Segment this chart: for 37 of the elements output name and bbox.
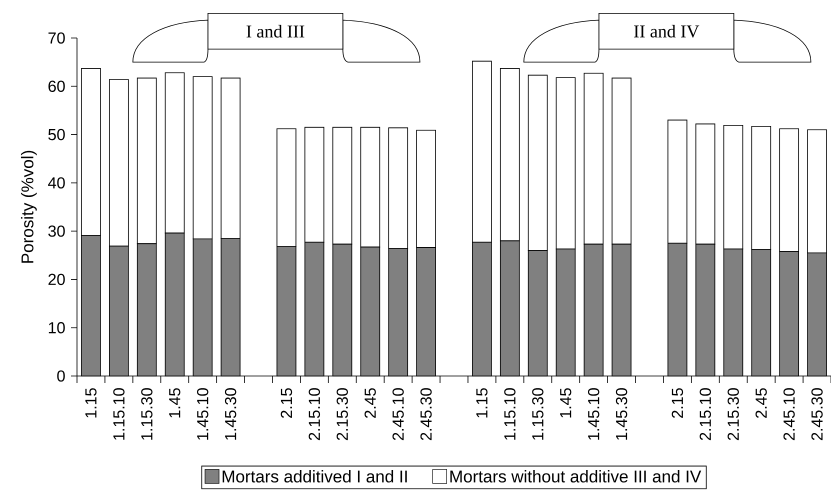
x-tick-label: 2.15.10 <box>308 388 320 440</box>
x-tick-label: 2.45.30 <box>420 388 432 440</box>
x-tick-label: 1.15 <box>476 388 488 418</box>
y-tick-label: 0 <box>57 370 65 382</box>
x-tick-label: 2.15.10 <box>700 388 712 440</box>
x-tick-label: 1.45 <box>169 388 180 418</box>
text: II and IV <box>634 24 700 38</box>
y-axis-title: Porosity (%vol) <box>20 150 37 263</box>
x-tick-label: 1.15.10 <box>113 388 125 440</box>
y-tick-label: 30 <box>48 225 65 237</box>
y-tick-label: 20 <box>48 274 65 286</box>
x-tick-label: 1.45.10 <box>588 388 600 440</box>
x-tick-label: 2.15.30 <box>336 388 348 440</box>
y-tick-label: 70 <box>48 32 65 44</box>
x-tick-label: 1.45.30 <box>616 388 628 440</box>
x-tick-label: 1.15.30 <box>141 388 152 440</box>
x-tick-label: 2.45.10 <box>392 388 404 440</box>
x-tick-label: 1.15.10 <box>504 388 516 440</box>
y-tick-label: 60 <box>48 80 65 92</box>
x-tick-label: 1.15.30 <box>532 388 544 440</box>
y-tick-label: 50 <box>48 128 65 140</box>
x-tick-label: 2.45 <box>364 388 376 418</box>
text: I and III <box>246 24 304 38</box>
y-tick-label: 10 <box>48 322 65 334</box>
legend-label: Mortars without additive III and IV <box>450 470 702 483</box>
x-tick-label: 2.45.10 <box>783 388 795 440</box>
x-tick-label: 2.45.30 <box>811 388 823 440</box>
x-tick-label: 1.45 <box>560 388 572 418</box>
x-tick-label: 1.15 <box>85 388 97 418</box>
x-tick-label: 2.15 <box>672 388 684 418</box>
x-tick-label: 1.45.10 <box>197 388 208 440</box>
x-tick-label: 1.45.30 <box>224 388 236 440</box>
x-tick-label: 2.15 <box>280 388 292 418</box>
y-tick-label: 40 <box>48 177 65 189</box>
x-tick-label: 2.15.30 <box>728 388 739 440</box>
legend-label: Mortars additived I and II <box>222 470 407 483</box>
x-tick-label: 2.45 <box>756 388 767 418</box>
